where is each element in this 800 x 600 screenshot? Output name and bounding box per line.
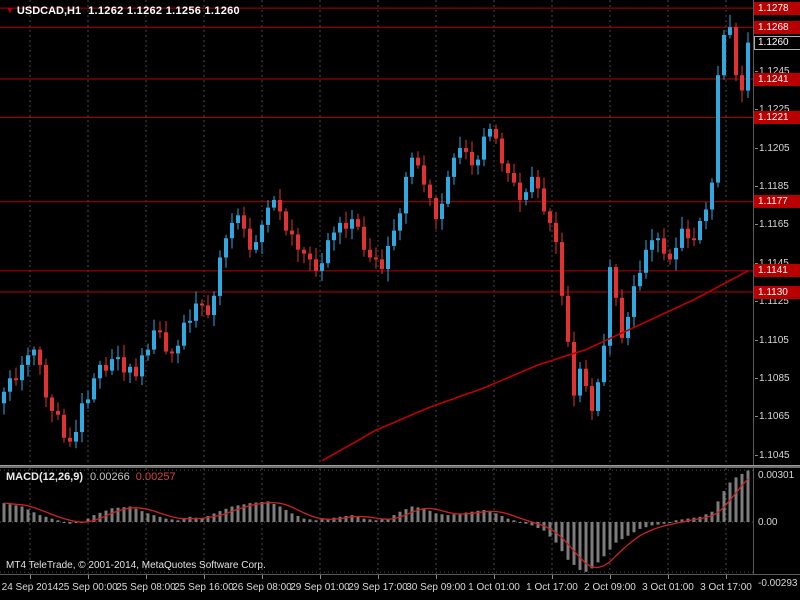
time-tick bbox=[30, 575, 31, 579]
time-label: 24 Sep 2014 bbox=[1, 582, 59, 593]
macd-scale-label: 0.00 bbox=[758, 516, 778, 528]
macd-scale-label: 0.00301 bbox=[758, 470, 795, 481]
time-label: 25 Sep 00:00 bbox=[58, 582, 118, 593]
current-price-badge: 1.1260 bbox=[754, 35, 800, 50]
time-label: 3 Oct 01:00 bbox=[642, 582, 694, 593]
time-tick bbox=[262, 575, 263, 579]
price-tick: 1.1085 bbox=[755, 373, 800, 384]
time-label: 1 Oct 17:00 bbox=[526, 582, 578, 593]
macd-label: MACD(12,26,9) 0.00266 0.00257 bbox=[6, 471, 176, 483]
chart-title: ▼ USDCAD,H1 1.1262 1.1262 1.1256 1.1260 bbox=[6, 5, 240, 17]
time-tick bbox=[204, 575, 205, 579]
price-tick: 1.1065 bbox=[755, 411, 800, 422]
time-label: 2 Oct 09:00 bbox=[584, 582, 636, 593]
price-tick: 1.1125 bbox=[755, 296, 800, 307]
macd-scale-label: -0.00293 bbox=[758, 578, 798, 589]
time-label: 25 Sep 08:00 bbox=[116, 582, 176, 593]
time-label: 26 Sep 08:00 bbox=[232, 582, 292, 593]
level-price-badge: 1.1130 bbox=[754, 285, 800, 299]
time-tick bbox=[320, 575, 321, 579]
price-tick: 1.1185 bbox=[755, 181, 800, 192]
price-tick: 1.1145 bbox=[755, 258, 800, 269]
time-label: 25 Sep 16:00 bbox=[174, 582, 234, 593]
time-label: 3 Oct 17:00 bbox=[700, 582, 752, 593]
level-price-badge: 1.1221 bbox=[754, 110, 800, 124]
level-price-badge: 1.1241 bbox=[754, 72, 800, 86]
time-label: 29 Sep 01:00 bbox=[290, 582, 350, 593]
credits-text: MT4 TeleTrade, © 2001-2014, MetaQuotes S… bbox=[6, 560, 266, 571]
level-price-badge: 1.1278 bbox=[754, 1, 800, 15]
level-price-badge: 1.1141 bbox=[754, 264, 800, 278]
symbol-marker-icon: ▼ bbox=[6, 6, 14, 15]
time-tick bbox=[146, 575, 147, 579]
price-tick: 1.1045 bbox=[755, 450, 800, 461]
symbol-label: USDCAD,H1 bbox=[16, 5, 82, 17]
time-tick bbox=[552, 575, 553, 579]
price-axis[interactable]: 1.1245 1.1225 1.1205 1.1185 1.1165 1.1145 1.11… bbox=[753, 0, 800, 574]
main-chart-canvas[interactable] bbox=[0, 0, 753, 466]
time-tick bbox=[88, 575, 89, 579]
time-tick bbox=[610, 575, 611, 579]
price-tick: 1.1105 bbox=[755, 335, 800, 346]
price-tick: 1.1205 bbox=[755, 143, 800, 154]
price-tick: 1.1245 bbox=[755, 66, 800, 77]
price-tick: 1.1225 bbox=[755, 104, 800, 115]
pane-splitter[interactable] bbox=[0, 465, 800, 468]
macd-main-value: 0.00266 bbox=[90, 471, 130, 483]
time-tick bbox=[726, 575, 727, 579]
time-tick bbox=[436, 575, 437, 579]
time-label: 29 Sep 17:00 bbox=[348, 582, 408, 593]
ohlc-values: 1.1262 1.1262 1.1256 1.1260 bbox=[88, 5, 240, 17]
time-axis[interactable]: 24 Sep 2014 25 Sep 00:00 25 Sep 08:00 25 Se… bbox=[0, 574, 800, 600]
time-label: 30 Sep 09:00 bbox=[406, 582, 466, 593]
macd-title: MACD(12,26,9) bbox=[6, 471, 84, 483]
macd-signal-value: 0.00257 bbox=[135, 471, 176, 483]
level-price-badge: 1.1177 bbox=[754, 195, 800, 209]
macd-canvas[interactable] bbox=[0, 468, 753, 574]
time-tick bbox=[378, 575, 379, 579]
level-price-badge: 1.1268 bbox=[754, 20, 800, 34]
time-tick bbox=[668, 575, 669, 579]
time-tick bbox=[494, 575, 495, 579]
time-label: 1 Oct 01:00 bbox=[468, 582, 520, 593]
price-tick: 1.1165 bbox=[755, 219, 800, 230]
